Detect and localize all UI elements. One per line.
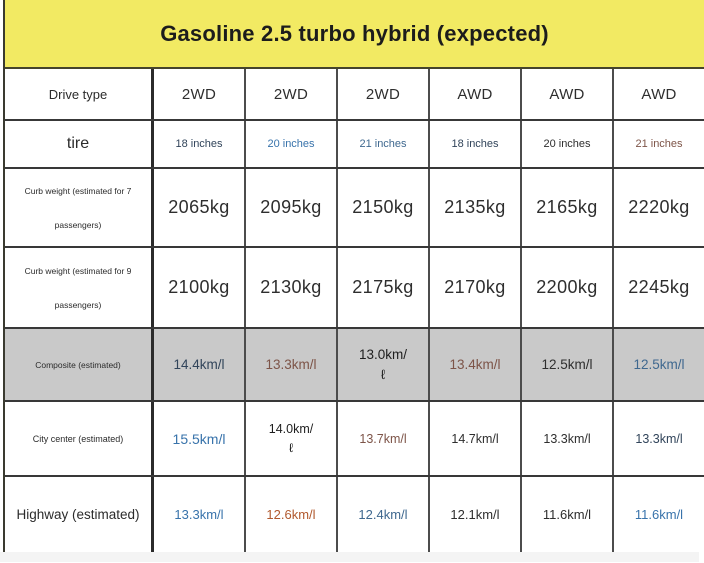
row-label: Curb weight (estimated for 7 passengers)	[5, 169, 154, 246]
page-title: Gasoline 2.5 turbo hybrid (expected)	[160, 20, 549, 46]
cell: 11.6km/l	[634, 507, 684, 522]
cell: AWD	[641, 85, 677, 103]
table-row: City center (estimated) 15.5km/l 14.0km/ ℓ…	[5, 402, 704, 477]
table-row: Composite (estimated) 14.4km/l 13.3km/l 13.…	[5, 329, 704, 402]
title-banner: Gasoline 2.5 turbo hybrid (expected)	[5, 0, 704, 69]
cell: 18 inches	[154, 121, 246, 167]
cell: 2245kg	[628, 277, 690, 297]
cell: 13.4km/l	[430, 329, 522, 400]
cell: 14.0km/ ℓ	[246, 402, 338, 475]
cell: 12.1km/l	[430, 477, 522, 552]
row-label: tire	[5, 121, 154, 167]
cell: 2170kg	[430, 248, 522, 327]
row-label: Curb weight (estimated for 9 passengers)	[5, 248, 154, 327]
cell: 21 inches	[635, 138, 683, 150]
cell: 14.7km/l	[430, 402, 522, 475]
cell: 13.3km/l	[522, 402, 614, 475]
page-bottom-gap	[0, 552, 699, 562]
row-label: Highway (estimated)	[5, 477, 154, 552]
cell: 2WD	[246, 69, 338, 119]
cell: 2WD	[338, 69, 430, 119]
cell: 20 inches	[246, 121, 338, 167]
cell: 2220kg	[628, 197, 690, 217]
cell: 18 inches	[430, 121, 522, 167]
cell: 2150kg	[338, 169, 430, 246]
table-row: tire 18 inches 20 inches 21 inches 18 inches…	[5, 121, 704, 169]
cell: 2095kg	[246, 169, 338, 246]
cell: 2100kg	[154, 248, 246, 327]
cell: 20 inches	[522, 121, 614, 167]
table-row: Highway (estimated) 13.3km/l 12.6km/l 12.4k…	[5, 477, 704, 552]
cell: 11.6km/l	[522, 477, 614, 552]
row-label: Composite (estimated)	[5, 329, 154, 400]
spec-table: Drive type 2WD 2WD 2WD AWD AWD AWD tire 18 inche…	[5, 69, 704, 552]
cell: 2200kg	[522, 248, 614, 327]
cell: 2165kg	[522, 169, 614, 246]
cell: 14.4km/l	[154, 329, 246, 400]
cell: 12.4km/l	[338, 477, 430, 552]
cell: 13.3km/l	[154, 477, 246, 552]
cell: 12.6km/l	[246, 477, 338, 552]
cell: 2135kg	[430, 169, 522, 246]
cell: 21 inches	[338, 121, 430, 167]
cell: 2175kg	[338, 248, 430, 327]
cell: 13.3km/l	[635, 431, 683, 446]
cell: 13.3km/l	[246, 329, 338, 400]
cell: 12.5km/l	[522, 329, 614, 400]
table-row: Drive type 2WD 2WD 2WD AWD AWD AWD	[5, 69, 704, 121]
cell: 2065kg	[154, 169, 246, 246]
cell: 13.7km/l	[338, 402, 430, 475]
row-label: City center (estimated)	[5, 402, 154, 475]
cell: 2130kg	[246, 248, 338, 327]
spec-sheet: Gasoline 2.5 turbo hybrid (expected) Dri…	[3, 0, 704, 552]
row-label: Drive type	[5, 69, 154, 119]
cell: 12.5km/l	[633, 357, 685, 372]
cell: AWD	[522, 69, 614, 119]
cell: 2WD	[154, 69, 246, 119]
table-row: Curb weight (estimated for 9 passengers)…	[5, 248, 704, 329]
table-row: Curb weight (estimated for 7 passengers)…	[5, 169, 704, 248]
cell: AWD	[430, 69, 522, 119]
cell: 13.0km/ ℓ	[338, 329, 430, 400]
cell: 15.5km/l	[154, 402, 246, 475]
